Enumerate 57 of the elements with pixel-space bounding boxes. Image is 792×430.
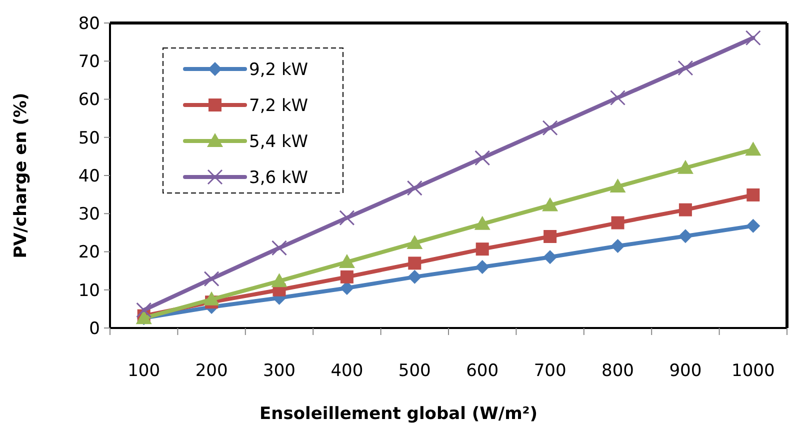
y-tick-label: 0 [89, 318, 100, 339]
y-axis-title: PV/charge en (%) [11, 92, 31, 258]
y-tick-label: 40 [78, 166, 100, 186]
point [745, 30, 761, 46]
point [340, 270, 354, 284]
legend-label: 7,2 kW [249, 96, 308, 116]
point [542, 120, 558, 136]
point [745, 142, 762, 156]
point [408, 256, 422, 270]
point [678, 229, 692, 244]
y-tick-label: 60 [78, 90, 100, 110]
point [136, 302, 152, 318]
point [678, 203, 692, 216]
y-tick-label: 20 [78, 242, 100, 263]
point [543, 250, 558, 264]
point [204, 271, 220, 287]
x-tick-label: 300 [263, 361, 296, 381]
y-tick-label: 80 [78, 14, 100, 34]
point [677, 160, 694, 174]
x-tick-label: 500 [398, 361, 431, 381]
point [408, 270, 422, 284]
x-tick-label: 400 [330, 361, 364, 381]
point [204, 291, 220, 306]
x-tick-label: 600 [466, 361, 499, 381]
point [544, 230, 557, 243]
point [610, 90, 626, 106]
x-tick-label: 100 [128, 361, 160, 381]
point [746, 188, 760, 202]
point [542, 197, 558, 212]
x-tick-label: 800 [602, 361, 634, 381]
legend-label: 9,2 kW [249, 60, 308, 80]
y-tick-label: 30 [78, 204, 100, 225]
point [474, 216, 490, 230]
point [611, 216, 624, 230]
point [475, 260, 490, 274]
point [610, 239, 625, 254]
legend-label: 5,4 kW [249, 132, 308, 152]
point [678, 60, 694, 76]
point [271, 273, 288, 288]
y-tick-label: 50 [78, 128, 100, 148]
point [339, 210, 355, 226]
point [476, 242, 489, 256]
point [474, 150, 490, 166]
point [746, 218, 760, 233]
point [610, 178, 626, 193]
point [272, 240, 287, 256]
x-axis-title: Ensoleillement global (W/m²) [260, 404, 538, 424]
x-tick-label: 900 [669, 361, 702, 381]
legend-label: 3,6 kW [249, 168, 308, 188]
y-tick-label: 70 [78, 52, 100, 72]
point [406, 180, 422, 196]
x-tick-label: 700 [534, 361, 566, 381]
y-tick-label: 10 [78, 280, 100, 301]
point [406, 234, 423, 249]
x-tick-label: 200 [195, 361, 228, 381]
point [338, 254, 355, 268]
x-tick-label: 1000 [732, 361, 775, 381]
